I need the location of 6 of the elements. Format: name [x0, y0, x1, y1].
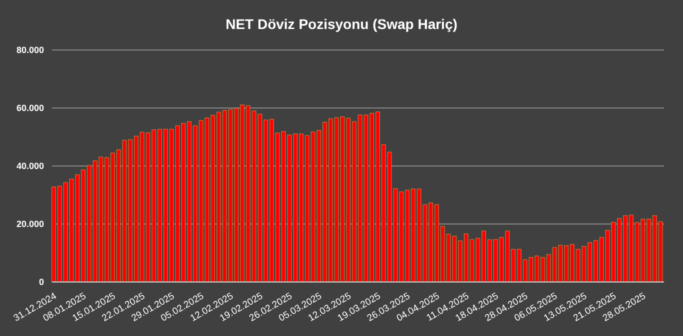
y-tick-label: 20.000 [16, 219, 44, 230]
y-tick-label: 60.000 [16, 103, 44, 114]
y-tick-label: 80.000 [16, 45, 44, 56]
y-tick-label: 0 [38, 277, 44, 288]
chart-title: NET Döviz Pozisyonu (Swap Hariç) [226, 16, 458, 32]
y-tick-label: 40.000 [16, 161, 44, 172]
